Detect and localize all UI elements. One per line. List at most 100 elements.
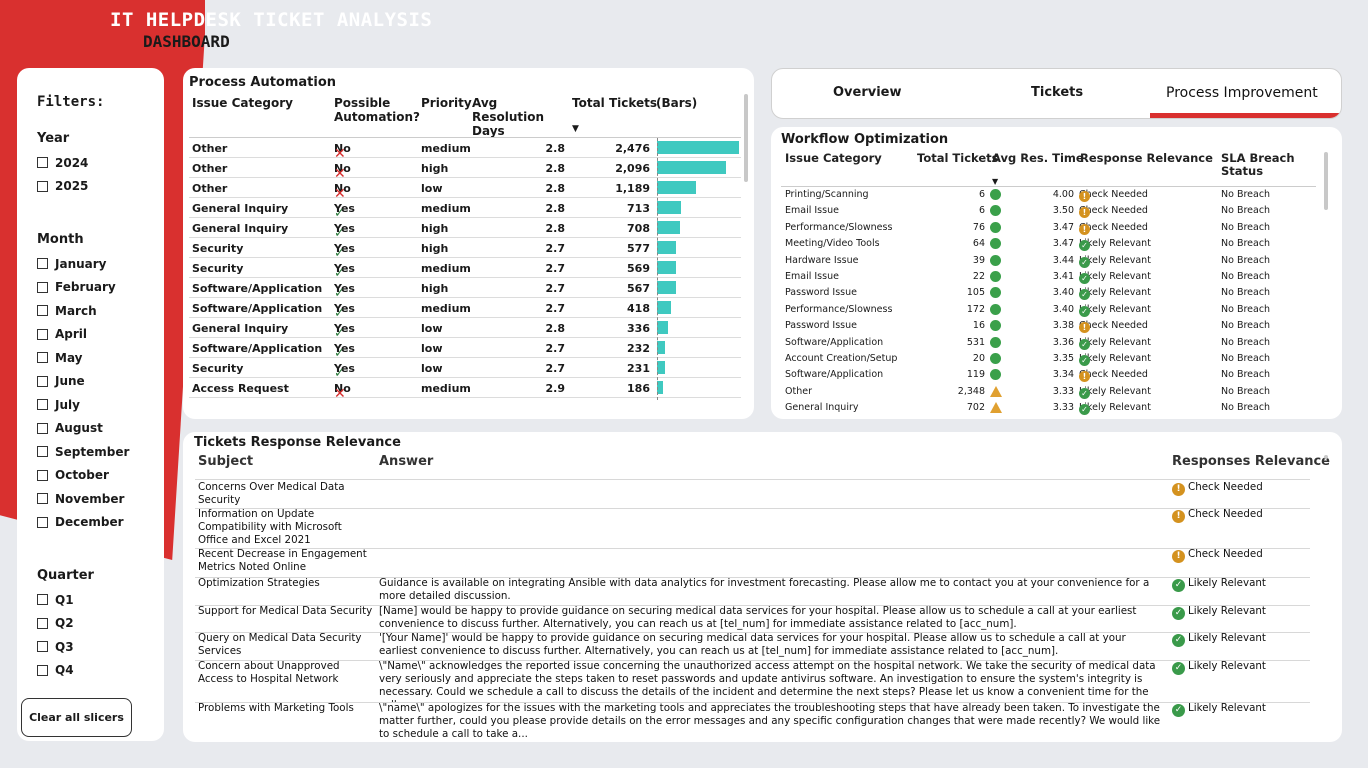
filter-option-month[interactable]: January: [37, 252, 164, 276]
table-row[interactable]: Security ✓ Yes medium 2.7 569: [189, 258, 741, 281]
tr-col-subject[interactable]: Subject: [198, 454, 254, 469]
cell-response-relevance: ✓ Likely Relevant: [1079, 402, 1151, 416]
filter-option-label: March: [55, 303, 97, 318]
checkbox[interactable]: [37, 617, 48, 629]
checkbox[interactable]: [37, 399, 48, 411]
col-possible-automation[interactable]: Possible Automation?: [334, 96, 421, 124]
checkbox[interactable]: [37, 493, 48, 505]
table-row[interactable]: Other ✕ No low 2.8 1,189: [189, 178, 741, 202]
checkbox[interactable]: [37, 446, 48, 458]
table-row[interactable]: Performance/Slowness 172 3.40 ✓ Likely Relev…: [781, 302, 1316, 318]
table-row[interactable]: General Inquiry ✓ Yes high 2.8 708: [189, 218, 741, 241]
table-row[interactable]: Email Issue 6 3.50! Check Needed No Breach: [781, 203, 1316, 219]
tr-col-answer[interactable]: Answer: [379, 454, 434, 469]
cell-subject: Support for Medical Data Security: [198, 605, 373, 617]
checkbox[interactable]: [37, 422, 48, 434]
col-bars[interactable]: (Bars): [656, 96, 698, 110]
table-row[interactable]: Software/Application 119 3.34! Check Needed…: [781, 367, 1316, 383]
filter-option-quarter[interactable]: Q3: [37, 635, 164, 659]
col-avg-resolution-days[interactable]: Avg Resolution Days: [472, 96, 545, 138]
table-row[interactable]: Security ✓ Yes high 2.7 577: [189, 238, 741, 261]
tr-scrollbar-thumb[interactable]: [1324, 455, 1328, 459]
table-row[interactable]: Email Issue 22 3.41 ✓ Likely Relevant No Brea…: [781, 269, 1316, 285]
checkbox[interactable]: [37, 516, 48, 528]
table-row[interactable]: Other ✕ No medium 2.8 2,476: [189, 138, 741, 162]
workflow-title: Workflow Optimization: [781, 132, 949, 147]
table-row[interactable]: Software/Application ✓ Yes high 2.7 567: [189, 278, 741, 301]
filter-option-month[interactable]: March: [37, 299, 164, 323]
wf-col-avg-res-time[interactable]: Avg Res. Time: [992, 151, 1084, 165]
table-row[interactable]: Access Request ✕ No medium 2.9 186: [189, 378, 741, 402]
checkbox[interactable]: [37, 352, 48, 364]
table-row[interactable]: Password Issue 105 3.40 ✓ Likely Relevant No …: [781, 285, 1316, 301]
sort-desc-icon[interactable]: ▼: [572, 124, 579, 134]
cell-response-relevance: ! Check Needed: [1172, 508, 1263, 523]
table-row[interactable]: Account Creation/Setup 20 3.35 ✓ Likely Rele…: [781, 351, 1316, 367]
table-row[interactable]: Hardware Issue 39 3.44 ✓ Likely Relevant No B…: [781, 253, 1316, 269]
tab-tickets[interactable]: Tickets: [1031, 85, 1084, 100]
wf-col-response-relevance[interactable]: Response Relevance: [1080, 151, 1213, 165]
table-row[interactable]: Performance/Slowness 76 3.47! Check Needed N…: [781, 220, 1316, 236]
filter-option-month[interactable]: November: [37, 487, 164, 511]
table-row[interactable]: General Inquiry 702 3.33 ✓ Likely Relevant No…: [781, 400, 1316, 416]
filter-option-month[interactable]: December: [37, 511, 164, 535]
header-divider: [189, 137, 741, 138]
table-row[interactable]: General Inquiry ✓ Yes low 2.8 336: [189, 318, 741, 341]
checkbox[interactable]: [37, 305, 48, 317]
checkbox[interactable]: [37, 469, 48, 481]
filter-option-month[interactable]: October: [37, 464, 164, 488]
checkbox[interactable]: [37, 594, 48, 606]
checkbox[interactable]: [37, 328, 48, 340]
check-icon: ✓: [334, 286, 345, 301]
tab-process-improvement[interactable]: Process Improvement: [1166, 85, 1318, 101]
wf-col-sla-breach-status[interactable]: SLA Breach Status: [1221, 151, 1295, 178]
wf-sort-desc-icon[interactable]: ▼: [992, 177, 999, 186]
tr-col-responses-relevance[interactable]: Responses Relevance: [1172, 454, 1330, 469]
filter-option-year[interactable]: 2024: [37, 151, 164, 175]
tab-overview[interactable]: Overview: [833, 85, 902, 100]
clear-all-slicers-button[interactable]: Clear all slicers: [21, 698, 132, 737]
exclamation-icon: !: [1079, 207, 1090, 219]
table-row[interactable]: Meeting/Video Tools 64 3.47 ✓ Likely Relevan…: [781, 236, 1316, 252]
col-priority[interactable]: Priority: [421, 96, 472, 110]
wf-col-issue-category[interactable]: Issue Category: [785, 151, 882, 165]
col-total-tickets[interactable]: Total Tickets: [572, 96, 658, 110]
filter-option-month[interactable]: July: [37, 393, 164, 417]
vertical-scrollbar[interactable]: [744, 94, 748, 182]
filter-option-year[interactable]: 2025: [37, 175, 164, 199]
cell-avg-resolution-days: 2.9: [545, 382, 566, 395]
cell-sla-breach-status: No Breach: [1221, 320, 1271, 332]
checkbox[interactable]: [37, 180, 48, 192]
cell-answer: '[Your Name]' would be happy to provide …: [379, 632, 1126, 657]
wf-col-total-tickets[interactable]: Total Tickets: [917, 151, 999, 165]
checkbox[interactable]: [37, 258, 48, 270]
cell-avg-res-time: 3.35: [1052, 353, 1074, 364]
table-row[interactable]: Other ✕ No high 2.8 2,096: [189, 158, 741, 182]
checkbox[interactable]: [37, 281, 48, 293]
table-row[interactable]: Other 2,348 3.33 ✓ Likely Relevant No Breach: [781, 384, 1316, 400]
filter-option-month[interactable]: May: [37, 346, 164, 370]
cell-avg-resolution-days: 2.7: [545, 342, 566, 355]
filter-option-month[interactable]: April: [37, 323, 164, 347]
table-row[interactable]: Security ✓ Yes low 2.7 231: [189, 358, 741, 381]
table-row[interactable]: Password Issue 16 3.38! Check Needed No Brea…: [781, 318, 1316, 334]
filter-option-quarter[interactable]: Q2: [37, 612, 164, 636]
col-issue-category[interactable]: Issue Category: [192, 96, 293, 110]
checkbox[interactable]: [37, 664, 48, 676]
cell-avg-resolution-days: 2.7: [545, 242, 566, 255]
table-row[interactable]: General Inquiry ✓ Yes medium 2.8 713: [189, 198, 741, 221]
wf-vertical-scrollbar[interactable]: [1324, 152, 1328, 210]
filter-option-month[interactable]: September: [37, 440, 164, 464]
table-row[interactable]: Software/Application ✓ Yes low 2.7 232: [189, 338, 741, 361]
table-row[interactable]: Software/Application ✓ Yes medium 2.7 418: [189, 298, 741, 321]
filter-option-month[interactable]: August: [37, 417, 164, 441]
filter-option-month[interactable]: June: [37, 370, 164, 394]
table-row[interactable]: Software/Application 531 3.36 ✓ Likely Relev…: [781, 335, 1316, 351]
filter-option-quarter[interactable]: Q4: [37, 659, 164, 683]
filter-option-quarter[interactable]: Q1: [37, 588, 164, 612]
checkbox[interactable]: [37, 641, 48, 653]
filter-option-month[interactable]: February: [37, 276, 164, 300]
checkbox[interactable]: [37, 375, 48, 387]
checkbox[interactable]: [37, 157, 48, 169]
table-row[interactable]: Printing/Scanning 6 4.00! Check Needed No Br…: [781, 187, 1316, 203]
